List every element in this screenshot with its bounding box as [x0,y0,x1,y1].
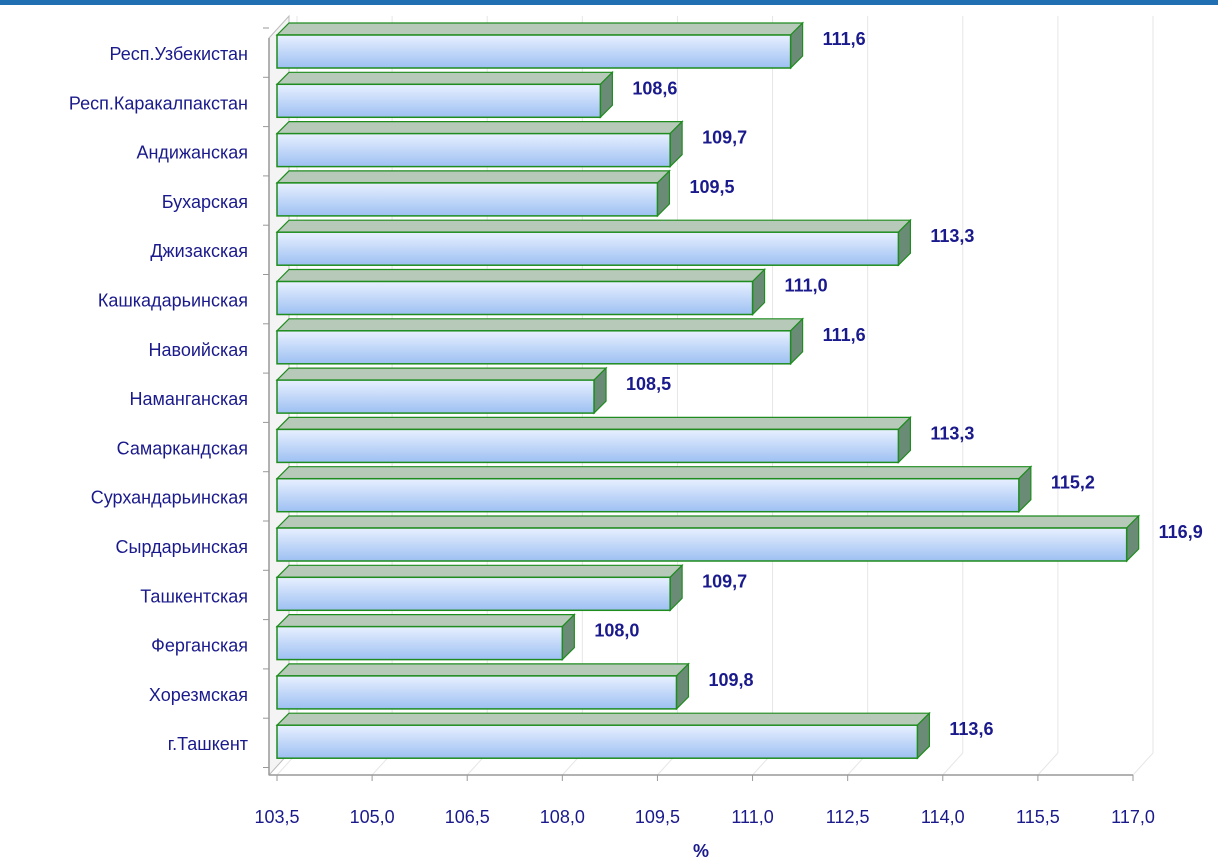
bar-top-face [275,268,767,283]
x-tick-label: 111,0 [731,807,773,827]
bar [275,70,614,119]
bar-front-face [276,330,792,365]
bar-front-face [276,675,678,710]
category-label: Джизакская [150,241,248,261]
category-label: Сурхандарьинская [91,488,248,508]
bar-top-face [275,22,805,36]
bar-front-face [276,625,564,661]
bar-front-face [276,34,792,69]
bar-top-face [275,663,690,677]
category-label: Респ.Узбекистан [110,44,249,64]
x-tick-label: 108,0 [540,807,585,827]
bar-top-face [275,219,912,233]
x-tick-label: 112,5 [826,807,870,827]
data-label: 108,6 [632,78,677,98]
category-label: Кашкадарьинская [98,291,248,311]
category-label: Сырдарьинская [116,537,248,557]
data-label: 109,5 [689,177,734,197]
data-label: 113,3 [930,226,974,246]
data-label: 109,8 [708,670,753,690]
data-label: 111,0 [785,276,828,296]
x-tick-label: 109,5 [635,807,680,827]
category-label: Бухарская [162,192,248,212]
category-label: Навоийская [148,340,248,360]
bar-front-face [276,477,1020,513]
bar [275,563,684,612]
category-label: Наманганская [130,389,249,409]
category-label: Самаркандская [117,438,248,458]
x-axis-title: % [693,841,709,861]
bar [275,366,608,415]
bar-top-face [275,170,671,184]
category-label: Респ.Каракалпакстан [69,93,248,113]
bar-front-face [276,576,671,612]
x-tick-label: 117,0 [1111,807,1155,827]
data-label: 108,5 [626,374,671,394]
data-label: 116,9 [1159,522,1203,542]
bar-top-face [275,515,1141,529]
bar-front-face [276,280,754,316]
data-label: 113,6 [949,719,993,739]
x-tick-label: 115,5 [1016,807,1060,827]
grid-floor-line [1037,752,1059,776]
grid-floor-line [942,752,964,776]
category-label: Ферганская [151,636,248,656]
category-label: Ташкентская [140,586,248,606]
category-label: г.Ташкент [168,734,248,754]
bar [275,613,576,662]
bar-top-face [275,318,805,332]
labels: 103,5 105,0 106,5 108,0 109,5 111,0 112,5 114,0… [69,29,1203,827]
data-label: 109,7 [702,128,747,148]
bar [275,415,912,464]
bar [275,662,690,711]
bar [275,169,671,218]
bar-top-face [275,416,912,430]
bar [275,120,684,169]
bar [275,514,1141,563]
bar-front-face [276,182,659,217]
bar-top-face [275,564,684,578]
bar-front-face [276,527,1128,562]
x-tick-label: 106,5 [445,807,490,827]
bar-front-face [276,231,900,266]
bar-top-face [275,613,576,628]
bar-top-face [275,712,931,726]
data-label: 115,2 [1051,473,1095,493]
data-label: 109,7 [702,571,747,591]
bar [275,711,931,760]
bar-top-face [275,367,608,381]
bar-front-face [276,132,671,168]
bar-front-face [276,83,602,119]
data-label: 113,3 [930,423,974,443]
bar-top-face [275,120,684,135]
bar-front-face [276,379,595,414]
grid-floor-line [1132,752,1154,776]
bar [275,268,767,316]
bar-top-face [275,466,1033,480]
bar-front-face [276,428,900,464]
x-tick-label: 105,0 [350,807,395,827]
bar [275,317,805,366]
bar [275,21,805,70]
data-label: 111,6 [823,29,866,49]
bar-top-face [275,71,614,85]
bar [275,218,912,267]
bars [275,21,1141,760]
top-rule [0,0,1218,5]
x-tick-label: 103,5 [254,807,299,827]
category-label: Хорезмская [149,685,248,705]
data-label: 108,0 [594,621,639,641]
bar [275,465,1033,514]
x-tick-label: 114,0 [921,807,965,827]
category-label: Андижанская [136,143,248,163]
data-label: 111,6 [823,325,866,345]
bar-front-face [276,724,919,759]
